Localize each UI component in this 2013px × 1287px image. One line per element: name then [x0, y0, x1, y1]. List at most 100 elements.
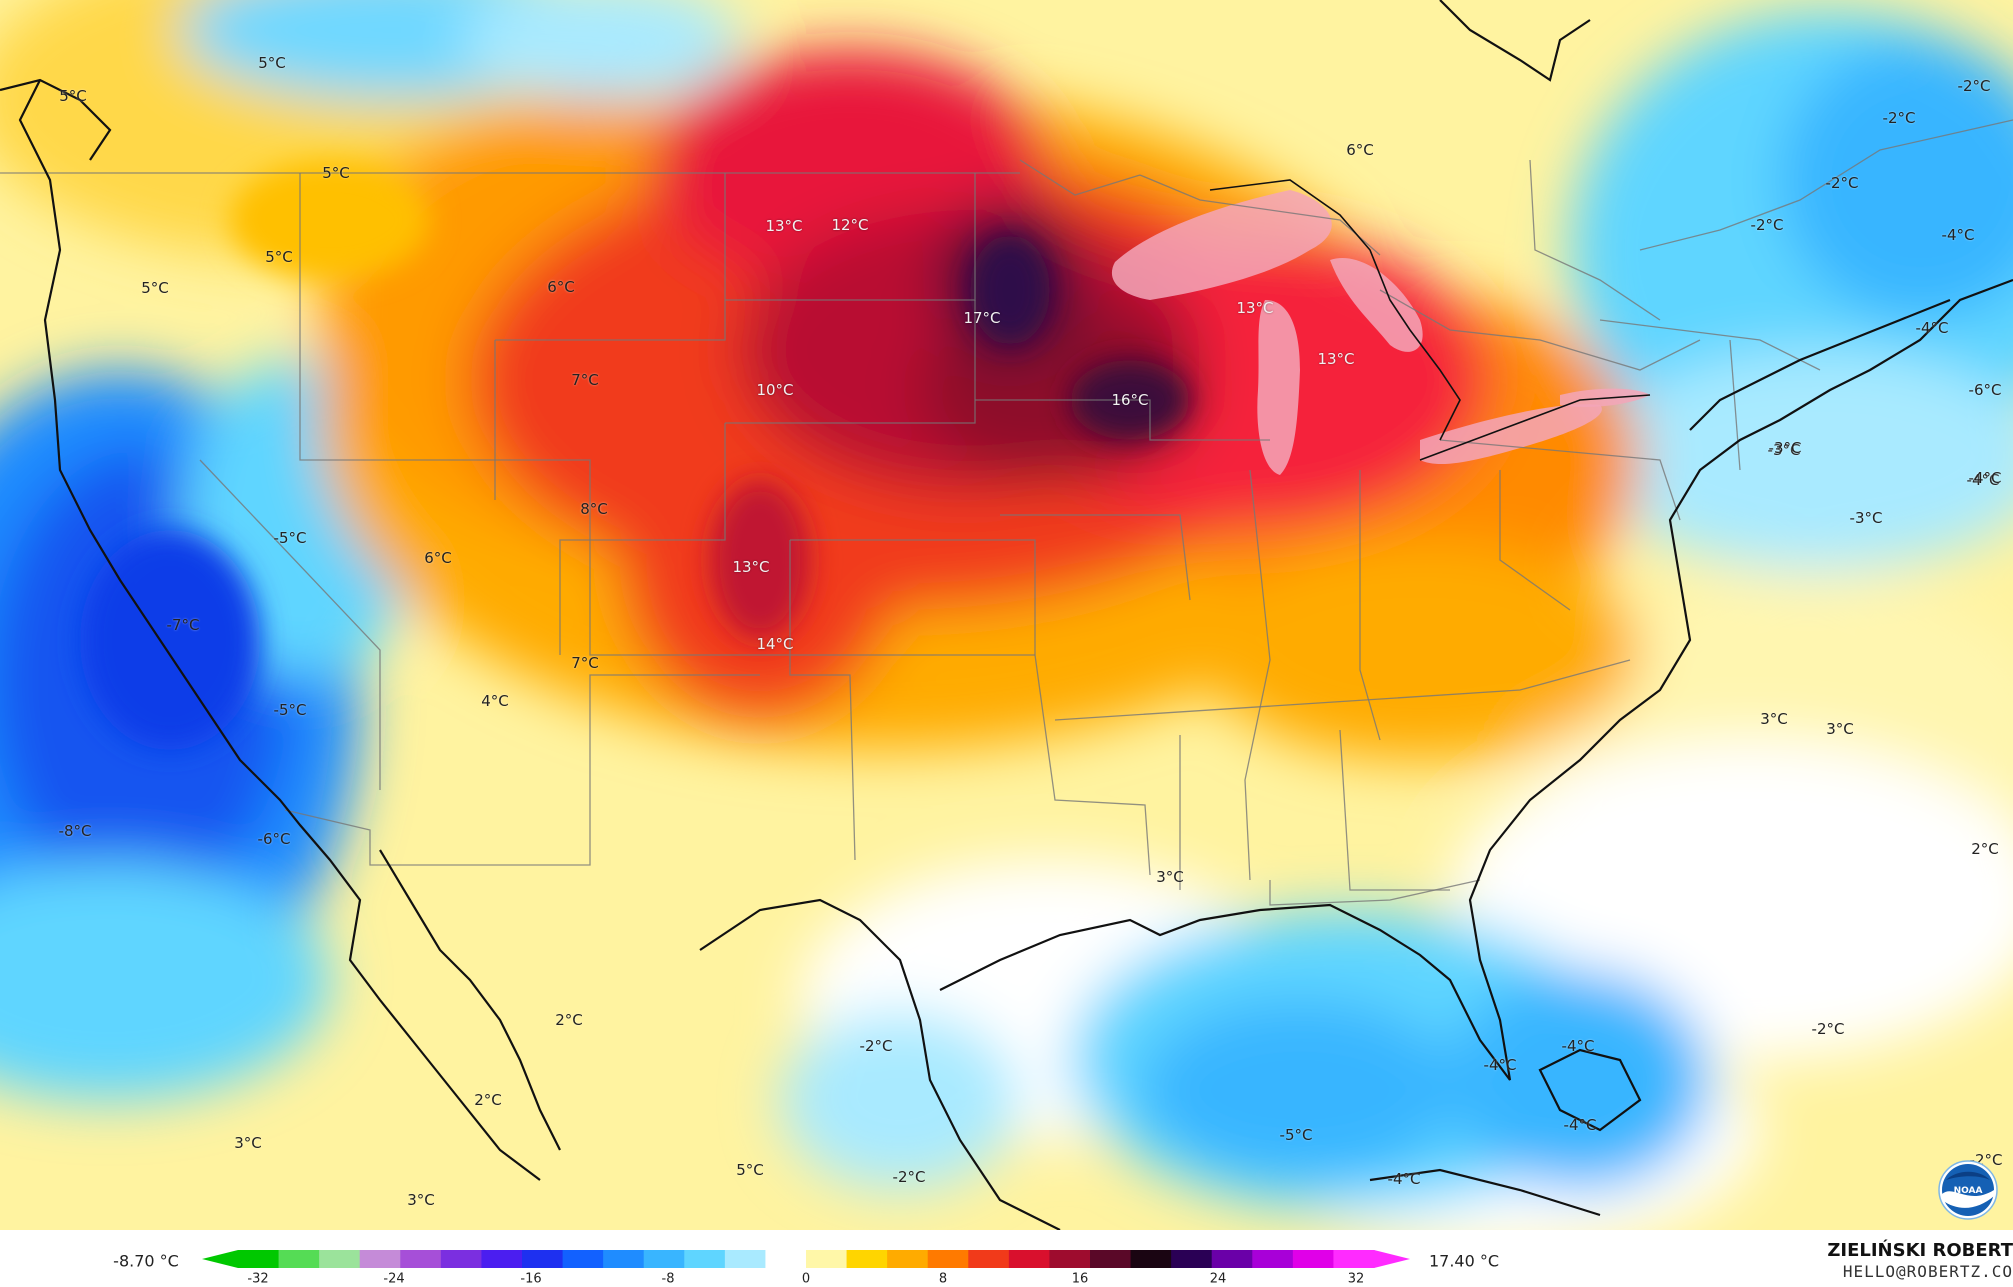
- temperature-label: -8°C: [58, 822, 92, 840]
- legend-tick: 0: [801, 1271, 811, 1287]
- colorbar-cell: [1008, 1250, 1051, 1268]
- legend-tick: -24: [383, 1271, 405, 1287]
- temperature-label: -2°C: [1882, 109, 1916, 127]
- colorbar-cell: [481, 1250, 523, 1268]
- temperature-label: 6°C: [547, 278, 575, 296]
- colorbar-cell: [1171, 1250, 1213, 1268]
- temperature-label: -4°C: [1968, 469, 2002, 487]
- temperature-label: -6°C: [257, 830, 291, 848]
- author-name: ZIELIŃSKI ROBERT: [1827, 1240, 2013, 1261]
- temperature-label: 7°C: [571, 371, 599, 389]
- temperature-label: -4°C: [1966, 471, 2000, 489]
- temperature-label: 6°C: [424, 549, 452, 567]
- temperature-label: 3°C: [1156, 868, 1184, 886]
- temperature-label: 8°C: [580, 500, 608, 518]
- temperature-anomaly-map: [0, 0, 2013, 1230]
- temperature-label: -4°C: [1483, 1056, 1517, 1074]
- colorbar-cell: [1049, 1250, 1091, 1268]
- temperature-label: 3°C: [407, 1191, 435, 1209]
- colorbar-cell: [1252, 1250, 1294, 1268]
- colorbar-cell: [278, 1250, 320, 1268]
- temperature-label: 7°C: [571, 654, 599, 672]
- colorbar-arrow-right: [1374, 1250, 1410, 1268]
- legend-max-label: 17.40 °C: [1428, 1251, 1500, 1271]
- temperature-label: 5°C: [265, 248, 293, 266]
- colorbar-cell: [968, 1250, 1010, 1268]
- legend-tick: 24: [1209, 1271, 1227, 1287]
- temperature-label: 14°C: [756, 635, 794, 653]
- author-email: HELLO@ROBERTZ.CO: [1842, 1262, 2013, 1281]
- map-canvas: [0, 0, 2013, 1230]
- temperature-label: 13°C: [765, 217, 803, 235]
- temperature-label: -5°C: [273, 701, 307, 719]
- coastlines: [0, 0, 2013, 1230]
- temperature-label: -2°C: [1825, 174, 1859, 192]
- temperature-label: 2°C: [474, 1091, 502, 1109]
- temperature-label: 3°C: [1826, 720, 1854, 738]
- temperature-label: 17°C: [963, 309, 1001, 327]
- legend-tick: 32: [1347, 1271, 1365, 1287]
- temperature-label: 13°C: [1317, 350, 1355, 368]
- colorbar-cell: [1090, 1250, 1132, 1268]
- lake-outlines: [1209, 179, 1651, 461]
- temperature-label: -4°C: [1941, 226, 1975, 244]
- temperature-label: 2°C: [555, 1011, 583, 1029]
- legend-tick: -16: [520, 1271, 542, 1287]
- legend-tick: -32: [247, 1271, 269, 1287]
- temperature-label: 13°C: [732, 558, 770, 576]
- legend-tick: -8: [661, 1271, 675, 1287]
- colorbar-cell: [765, 1250, 807, 1268]
- colorbar-cell: [359, 1250, 401, 1268]
- noaa-logo: NOAA: [1938, 1160, 1998, 1220]
- state-borders: [0, 119, 2013, 906]
- colorbar-cell: [1130, 1250, 1172, 1268]
- temperature-label: 2°C: [1971, 840, 1999, 858]
- temperature-label: -2°C: [1957, 77, 1991, 95]
- temperature-label: 5°C: [141, 279, 169, 297]
- colorbar-cell: [1292, 1250, 1335, 1268]
- temperature-label: 13°C: [1236, 299, 1274, 317]
- temperature-label: 16°C: [1111, 391, 1149, 409]
- colorbar-cell: [1211, 1250, 1253, 1268]
- colorbar-arrow-left: [202, 1250, 238, 1268]
- noaa-logo-text: NOAA: [1954, 1186, 1983, 1196]
- temperature-label: 3°C: [1760, 710, 1788, 728]
- temperature-label: 10°C: [756, 381, 794, 399]
- temperature-label: 5°C: [59, 87, 87, 105]
- colorbar-cell: [400, 1250, 442, 1268]
- temperature-label: -3°C: [1768, 439, 1802, 457]
- legend-tick: 8: [938, 1271, 948, 1287]
- colorbar-cell: [927, 1250, 969, 1268]
- colorbar-cell: [440, 1250, 483, 1268]
- temperature-label: -2°C: [892, 1168, 926, 1186]
- temperature-label: -4°C: [1563, 1116, 1597, 1134]
- temperature-label: -3°C: [1849, 509, 1883, 527]
- legend-colorbar: [202, 1250, 1410, 1268]
- temperature-label: 12°C: [831, 216, 869, 234]
- colorbar-cell: [643, 1250, 685, 1268]
- temperature-label: -6°C: [1968, 381, 2002, 399]
- temperature-label: -4°C: [1915, 319, 1949, 337]
- temperature-label: -2°C: [1750, 216, 1784, 234]
- colorbar-cell: [887, 1250, 929, 1268]
- legend-min-label: -8.70 °C: [113, 1251, 179, 1271]
- colorbar-cell: [522, 1250, 564, 1268]
- colorbar-cell: [846, 1250, 888, 1268]
- colorbar-cell: [724, 1250, 767, 1268]
- temperature-label: 6°C: [1346, 141, 1374, 159]
- legend-tick: 16: [1071, 1271, 1089, 1287]
- temperature-label: 3°C: [234, 1134, 262, 1152]
- temperature-label: -5°C: [1279, 1126, 1313, 1144]
- temperature-label: -7°C: [166, 616, 200, 634]
- temperature-label: -2°C: [1811, 1020, 1845, 1038]
- colorbar-cell: [1333, 1250, 1375, 1268]
- great-lakes: [1111, 190, 1650, 475]
- colorbar-cell: [238, 1250, 280, 1268]
- temperature-label: 5°C: [322, 164, 350, 182]
- temperature-label: -2°C: [859, 1037, 893, 1055]
- temperature-label: 5°C: [258, 54, 286, 72]
- temperature-label: 4°C: [481, 692, 509, 710]
- temperature-label: -4°C: [1387, 1170, 1421, 1188]
- temperature-label: -3°C: [1767, 441, 1801, 459]
- colorbar-cell: [562, 1250, 604, 1268]
